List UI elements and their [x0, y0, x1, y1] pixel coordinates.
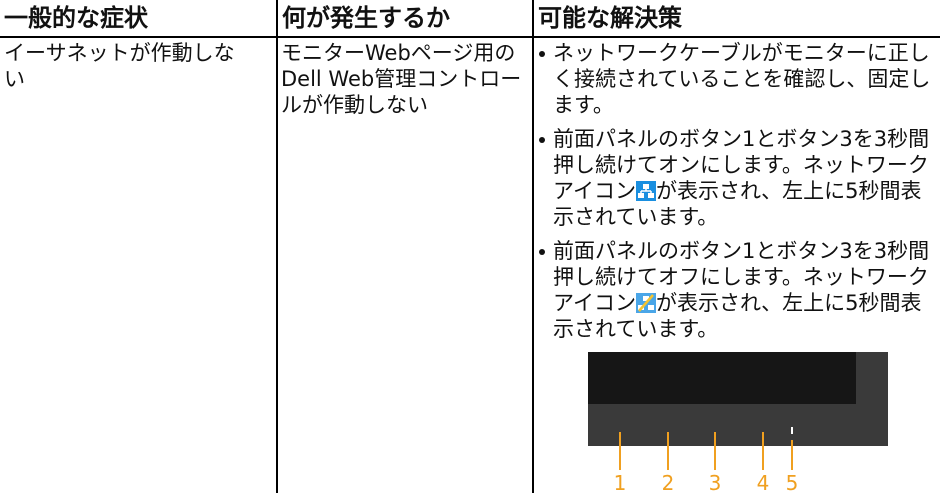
symptom-cell: イーサネットが作動しない	[4, 41, 235, 91]
button-label: 4	[757, 471, 770, 493]
occurs-cell: モニターWebページ用のDell Web管理コントロールが作動しない	[281, 41, 522, 117]
solution-text: 前面パネルのボタン1とボタン3を3秒間押し続けてオンにします。ネットワークアイコ…	[553, 127, 930, 203]
button-label: 3	[709, 471, 722, 493]
network-icon	[635, 181, 656, 201]
monitor-screen	[588, 352, 856, 404]
header-cell: 一般的な症状	[4, 4, 148, 32]
button-label: 1	[614, 471, 627, 493]
solutions-cell: ネットワークケーブルがモニターに正しく接続されていることを確認し、固定します。 …	[537, 40, 935, 350]
solution-item: ネットワークケーブルがモニターに正しく接続されていることを確認し、固定します。	[537, 40, 935, 118]
button-label: 2	[662, 471, 675, 493]
header-cell: 可能な解決策	[538, 4, 682, 32]
bullet	[539, 51, 545, 57]
network-off-icon	[635, 293, 656, 313]
column-rule	[532, 0, 534, 493]
button-label: 5	[786, 471, 799, 493]
bullet	[539, 137, 545, 143]
solution-text: が表示され、左上に5秒間表示されています。	[553, 291, 922, 341]
solution-text: が表示され、左上に5秒間表示されています。	[553, 179, 922, 229]
solution-text: 前面パネルのボタン1とボタン3を3秒間押し続けてオフにします。ネットワークアイコ…	[553, 239, 930, 315]
solution-text: ネットワークケーブルがモニターに正しく接続されていることを確認し、固定します。	[553, 41, 931, 117]
solution-item: 前面パネルのボタン1とボタン3を3秒間押し続けてオフにします。ネットワークアイコ…	[537, 238, 935, 342]
solution-item: 前面パネルのボタン1とボタン3を3秒間押し続けてオンにします。ネットワークアイコ…	[537, 126, 935, 230]
bullet	[539, 249, 545, 255]
header-rule	[0, 36, 940, 38]
column-rule	[276, 0, 278, 493]
header-cell: 何が発生するか	[282, 4, 450, 32]
